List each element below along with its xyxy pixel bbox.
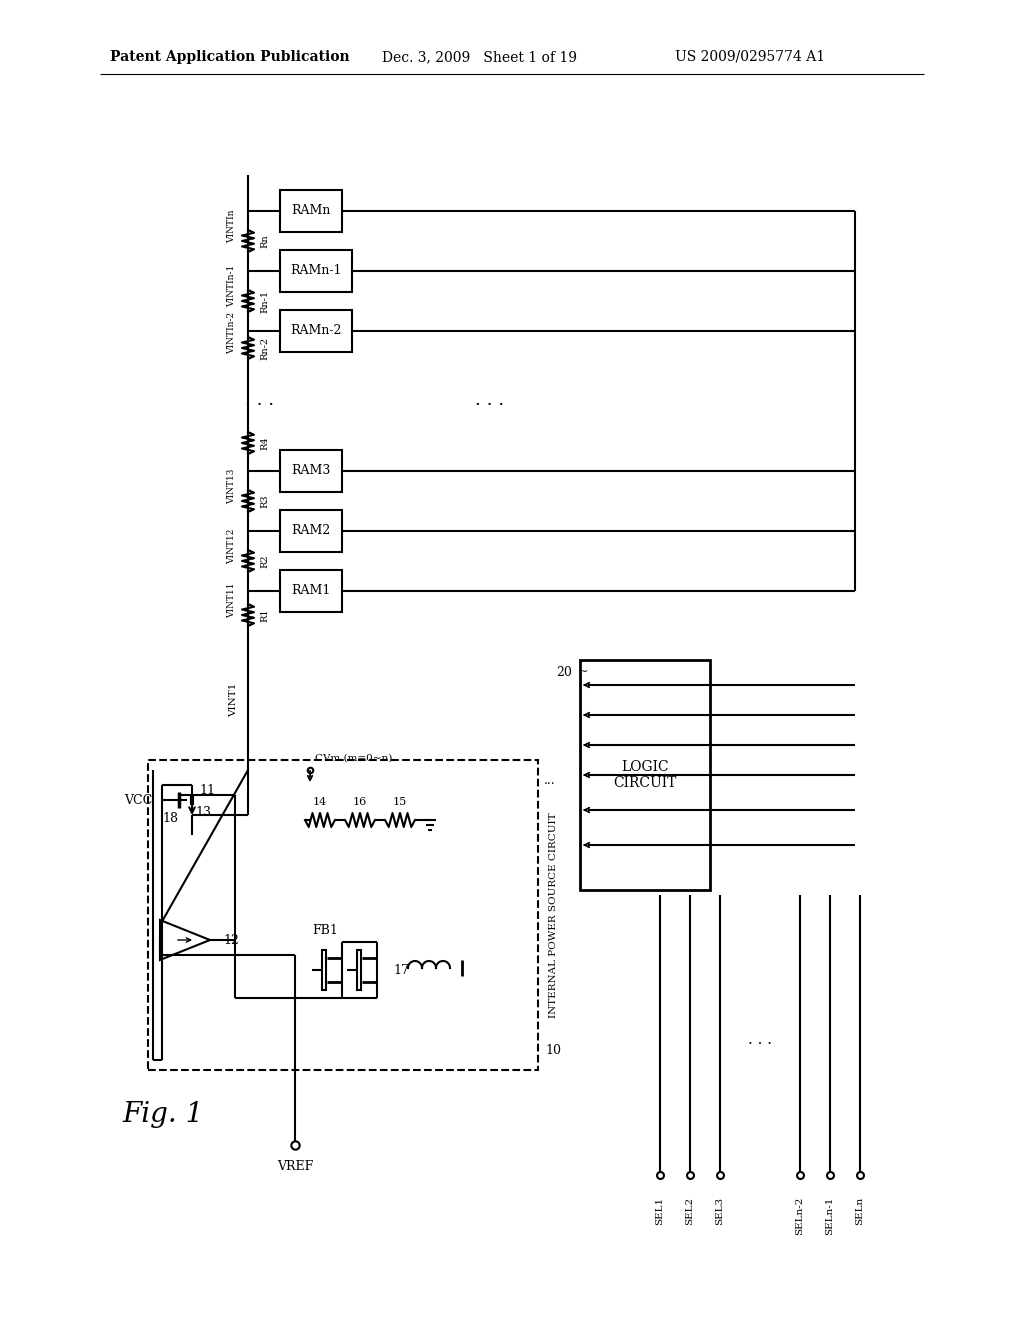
Bar <box>280 450 342 492</box>
Text: INTERNAL POWER SOURCE CIRCUIT: INTERNAL POWER SOURCE CIRCUIT <box>549 812 557 1018</box>
Text: . . .: . . . <box>246 391 274 409</box>
Bar <box>148 760 538 1071</box>
Text: VCC: VCC <box>124 793 152 807</box>
Text: 17: 17 <box>393 964 409 977</box>
Text: RAMn-2: RAMn-2 <box>291 325 342 338</box>
Text: SELn: SELn <box>855 1197 864 1225</box>
Text: ~: ~ <box>578 665 589 678</box>
Text: SELn-2: SELn-2 <box>796 1197 805 1236</box>
Bar <box>280 310 352 352</box>
Bar <box>280 510 342 552</box>
Bar <box>357 950 361 990</box>
Text: 14: 14 <box>313 797 327 807</box>
Text: 15: 15 <box>393 797 408 807</box>
Text: VINTIn-2: VINTIn-2 <box>227 312 236 354</box>
Text: RAMn-1: RAMn-1 <box>290 264 342 277</box>
Text: VINT11: VINT11 <box>227 582 236 618</box>
Text: 12: 12 <box>223 933 239 946</box>
Text: 16: 16 <box>353 797 368 807</box>
Text: VREF: VREF <box>276 1160 313 1173</box>
Text: SELn-1: SELn-1 <box>825 1197 835 1236</box>
Bar <box>280 570 342 612</box>
Text: 10: 10 <box>545 1044 561 1056</box>
Text: Dec. 3, 2009   Sheet 1 of 19: Dec. 3, 2009 Sheet 1 of 19 <box>383 50 578 63</box>
Text: 13: 13 <box>195 805 211 818</box>
Text: Rn: Rn <box>260 234 269 248</box>
Text: RAM1: RAM1 <box>291 585 331 598</box>
Bar <box>322 950 326 990</box>
Text: SEL3: SEL3 <box>716 1197 725 1225</box>
Text: FB1: FB1 <box>312 924 338 936</box>
Text: VINT13: VINT13 <box>227 469 236 504</box>
Text: Fig. 1: Fig. 1 <box>123 1101 204 1129</box>
Text: R2: R2 <box>260 554 269 568</box>
Text: R1: R1 <box>260 609 269 622</box>
Text: 11: 11 <box>199 784 215 796</box>
Text: R3: R3 <box>260 494 269 508</box>
Text: Rn-1: Rn-1 <box>260 289 269 313</box>
Text: CVm (m=0~n): CVm (m=0~n) <box>315 754 392 763</box>
Text: VINTIn-1: VINTIn-1 <box>227 265 236 308</box>
Text: . . .: . . . <box>475 391 505 409</box>
Bar <box>280 249 352 292</box>
Text: 20: 20 <box>556 665 572 678</box>
Text: VINTIn: VINTIn <box>227 210 236 243</box>
Text: Patent Application Publication: Patent Application Publication <box>111 50 350 63</box>
Text: LOGIC
CIRCUIT: LOGIC CIRCUIT <box>613 760 677 791</box>
Text: RAM3: RAM3 <box>291 465 331 478</box>
Text: RAM2: RAM2 <box>292 524 331 537</box>
Text: VINT1: VINT1 <box>229 682 238 717</box>
Text: Rn-2: Rn-2 <box>260 337 269 359</box>
Text: ...: ... <box>544 774 556 787</box>
Bar <box>280 190 342 232</box>
Text: US 2009/0295774 A1: US 2009/0295774 A1 <box>675 50 825 63</box>
Text: SEL2: SEL2 <box>685 1197 694 1225</box>
Text: 18: 18 <box>162 812 178 825</box>
Text: VINT12: VINT12 <box>227 528 236 564</box>
Text: SEL1: SEL1 <box>655 1197 665 1225</box>
Text: R4: R4 <box>260 436 269 450</box>
Text: . . .: . . . <box>748 1034 772 1047</box>
Text: RAMn: RAMn <box>291 205 331 218</box>
Bar <box>580 660 710 890</box>
